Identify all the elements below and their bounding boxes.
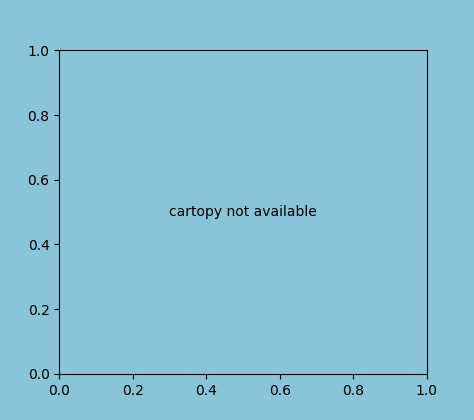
Text: cartopy not available: cartopy not available [169,205,317,219]
